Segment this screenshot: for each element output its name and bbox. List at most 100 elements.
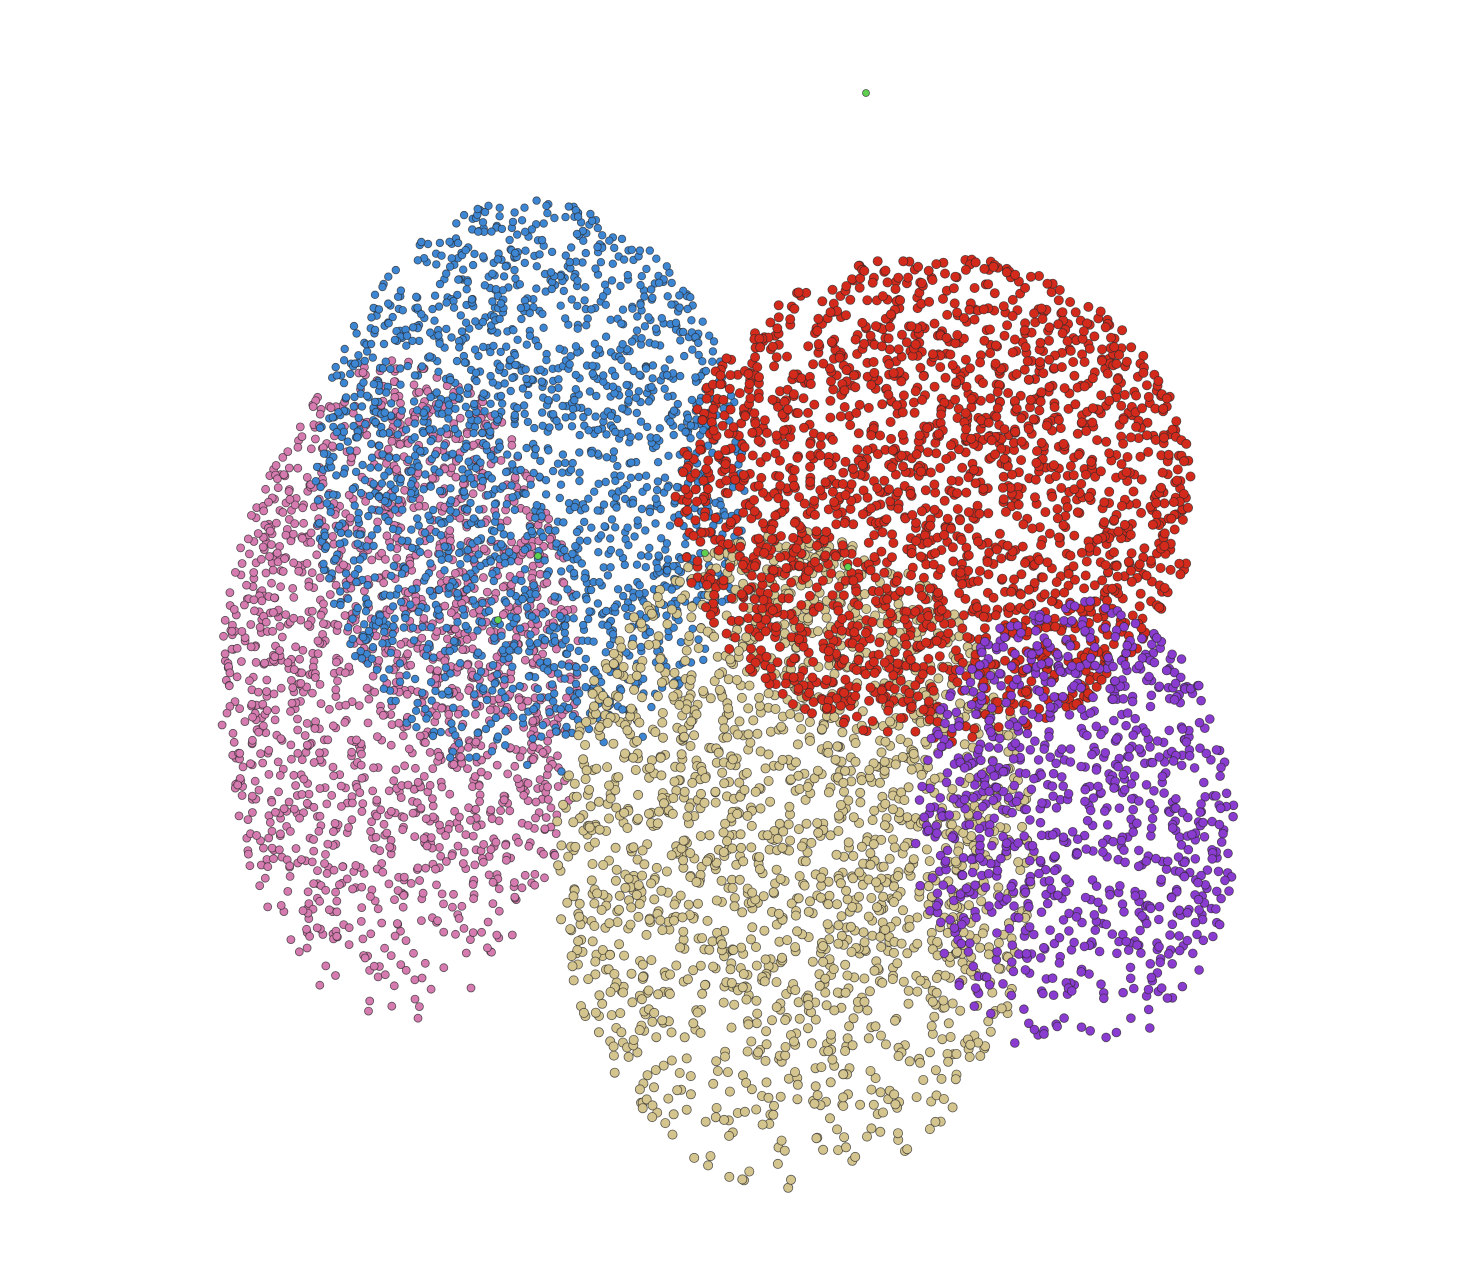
point: [601, 300, 610, 309]
point: [624, 541, 633, 550]
point: [447, 333, 456, 342]
point: [390, 895, 399, 904]
point: [384, 516, 393, 526]
point: [653, 989, 664, 1000]
point: [470, 860, 480, 870]
point: [259, 506, 269, 516]
point: [362, 542, 371, 551]
point: [500, 675, 509, 684]
point: [388, 636, 397, 646]
point: [262, 675, 272, 685]
point: [275, 771, 285, 780]
point: [682, 974, 693, 985]
point: [252, 831, 262, 840]
point: [993, 937, 1004, 948]
point: [751, 1018, 762, 1029]
point: [238, 762, 248, 772]
point: [513, 605, 523, 615]
point: [582, 321, 591, 330]
point: [618, 305, 628, 314]
point: [302, 559, 312, 568]
point: [364, 694, 374, 704]
point: [357, 402, 367, 411]
point: [688, 1018, 699, 1029]
point: [563, 585, 572, 594]
point: [357, 882, 367, 892]
point: [341, 569, 351, 578]
point: [354, 701, 364, 710]
point: [761, 1039, 772, 1050]
point: [507, 481, 516, 490]
point: [854, 867, 865, 878]
point: [455, 413, 465, 423]
point: [587, 449, 596, 458]
point: [657, 717, 668, 728]
point: [810, 1081, 821, 1092]
point: [409, 636, 419, 645]
point: [482, 943, 492, 953]
point: [537, 732, 546, 741]
point: [289, 558, 299, 568]
point: [590, 487, 599, 496]
point: [435, 820, 444, 830]
point: [445, 582, 455, 591]
point: [260, 873, 270, 883]
point: [741, 768, 752, 779]
point: [651, 519, 660, 528]
point: [315, 423, 325, 433]
point: [340, 611, 350, 620]
point: [552, 539, 561, 548]
point: [645, 627, 655, 637]
point: [278, 567, 288, 576]
point: [522, 374, 531, 384]
point: [304, 581, 314, 591]
point: [563, 851, 574, 862]
point: [459, 924, 469, 933]
point: [581, 654, 590, 664]
point: [373, 972, 383, 982]
point: [449, 703, 458, 712]
point: [589, 898, 600, 909]
point: [520, 655, 530, 665]
point: [647, 285, 656, 294]
point: [386, 543, 395, 552]
point: [505, 646, 514, 655]
point: [593, 425, 603, 435]
point: [572, 697, 582, 706]
point: [492, 760, 502, 770]
point: [478, 857, 488, 867]
point: [680, 351, 689, 361]
point: [451, 472, 461, 482]
point: [461, 318, 471, 327]
point: [435, 339, 444, 348]
point: [581, 504, 590, 513]
point: [628, 499, 638, 508]
point: [680, 655, 691, 666]
point: [630, 532, 639, 541]
point: [620, 560, 629, 570]
point: [393, 430, 402, 439]
point: [498, 482, 507, 491]
point: [225, 668, 235, 678]
point: [318, 619, 328, 628]
point: [456, 752, 466, 762]
point: [326, 403, 336, 413]
point: [372, 732, 382, 741]
point: [651, 324, 661, 333]
point: [505, 235, 514, 245]
point: [454, 812, 464, 822]
point: [677, 912, 688, 923]
point: [366, 929, 376, 939]
point: [855, 797, 866, 808]
point: [911, 1092, 922, 1103]
point: [818, 1144, 829, 1155]
point: [409, 380, 419, 390]
point: [285, 861, 295, 871]
point: [664, 451, 673, 460]
point: [406, 480, 416, 489]
point: [286, 707, 295, 716]
point: [434, 331, 443, 340]
point: [656, 677, 667, 688]
point: [666, 1027, 677, 1038]
point: [575, 689, 584, 698]
